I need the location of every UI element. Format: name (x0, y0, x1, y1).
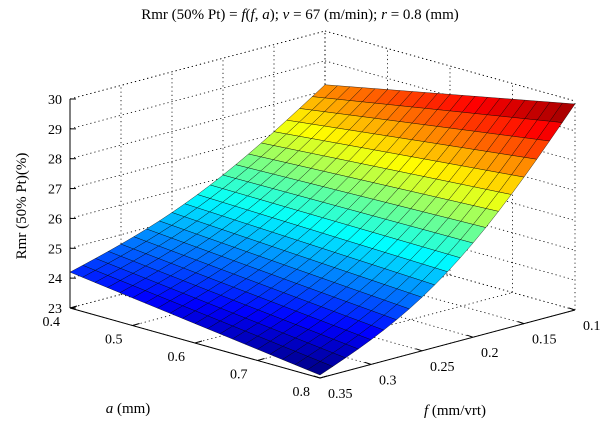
grid-line (69, 60, 326, 130)
a-tick-label: 0.7 (230, 368, 248, 383)
f-tick (313, 375, 321, 379)
f-tick-label: 0.35 (328, 387, 353, 402)
a-tick (194, 340, 203, 344)
f-axis-label: f (mm/vrt) (424, 403, 486, 419)
z-tick-label: 29 (48, 123, 62, 138)
f-axis-line (319, 309, 576, 379)
z-tick-label: 23 (48, 302, 62, 317)
z-tick-label: 28 (48, 153, 62, 168)
surface-patch (306, 361, 334, 376)
a-tick (319, 375, 328, 379)
f-tick (517, 321, 525, 325)
a-tick-label: 0.5 (105, 333, 123, 348)
a-tick (69, 305, 78, 309)
f-tick-label: 0.3 (379, 373, 397, 388)
a-tick-label: 0.8 (293, 385, 311, 400)
f-tick (466, 334, 474, 338)
a-tick (257, 358, 265, 361)
chart-title: Rmr (50% Pt) = f(f, a); v = 67 (m/min); … (141, 7, 459, 23)
a-axis-label: a (mm) (106, 401, 151, 417)
a-tick (132, 323, 140, 326)
f-tick (415, 348, 423, 352)
a-tick-label: 0.4 (43, 315, 61, 330)
f-tick-label: 0.25 (430, 360, 455, 375)
tick-labels: 23 24 25 26 27 28 29 30 0.4 0.5 0.6 0.7 0.8 0.1 0.15 0.… (43, 93, 600, 402)
z-axis-label: Rmr (50% Pt)(%) (14, 153, 30, 260)
z-tick-label: 27 (48, 183, 62, 198)
f-tick (568, 307, 576, 311)
z-tick-label: 30 (48, 93, 62, 108)
f-tick-label: 0.1 (583, 319, 600, 334)
box-edge (69, 30, 326, 100)
f-tick-label: 0.15 (532, 333, 557, 348)
f-tick (364, 361, 372, 365)
z-tick-label: 24 (48, 272, 62, 287)
a-tick-label: 0.6 (168, 350, 186, 365)
z-tick-label: 26 (48, 212, 62, 227)
surface-plot (69, 84, 576, 376)
f-tick-label: 0.2 (481, 346, 499, 361)
z-tick-label: 25 (48, 242, 62, 257)
